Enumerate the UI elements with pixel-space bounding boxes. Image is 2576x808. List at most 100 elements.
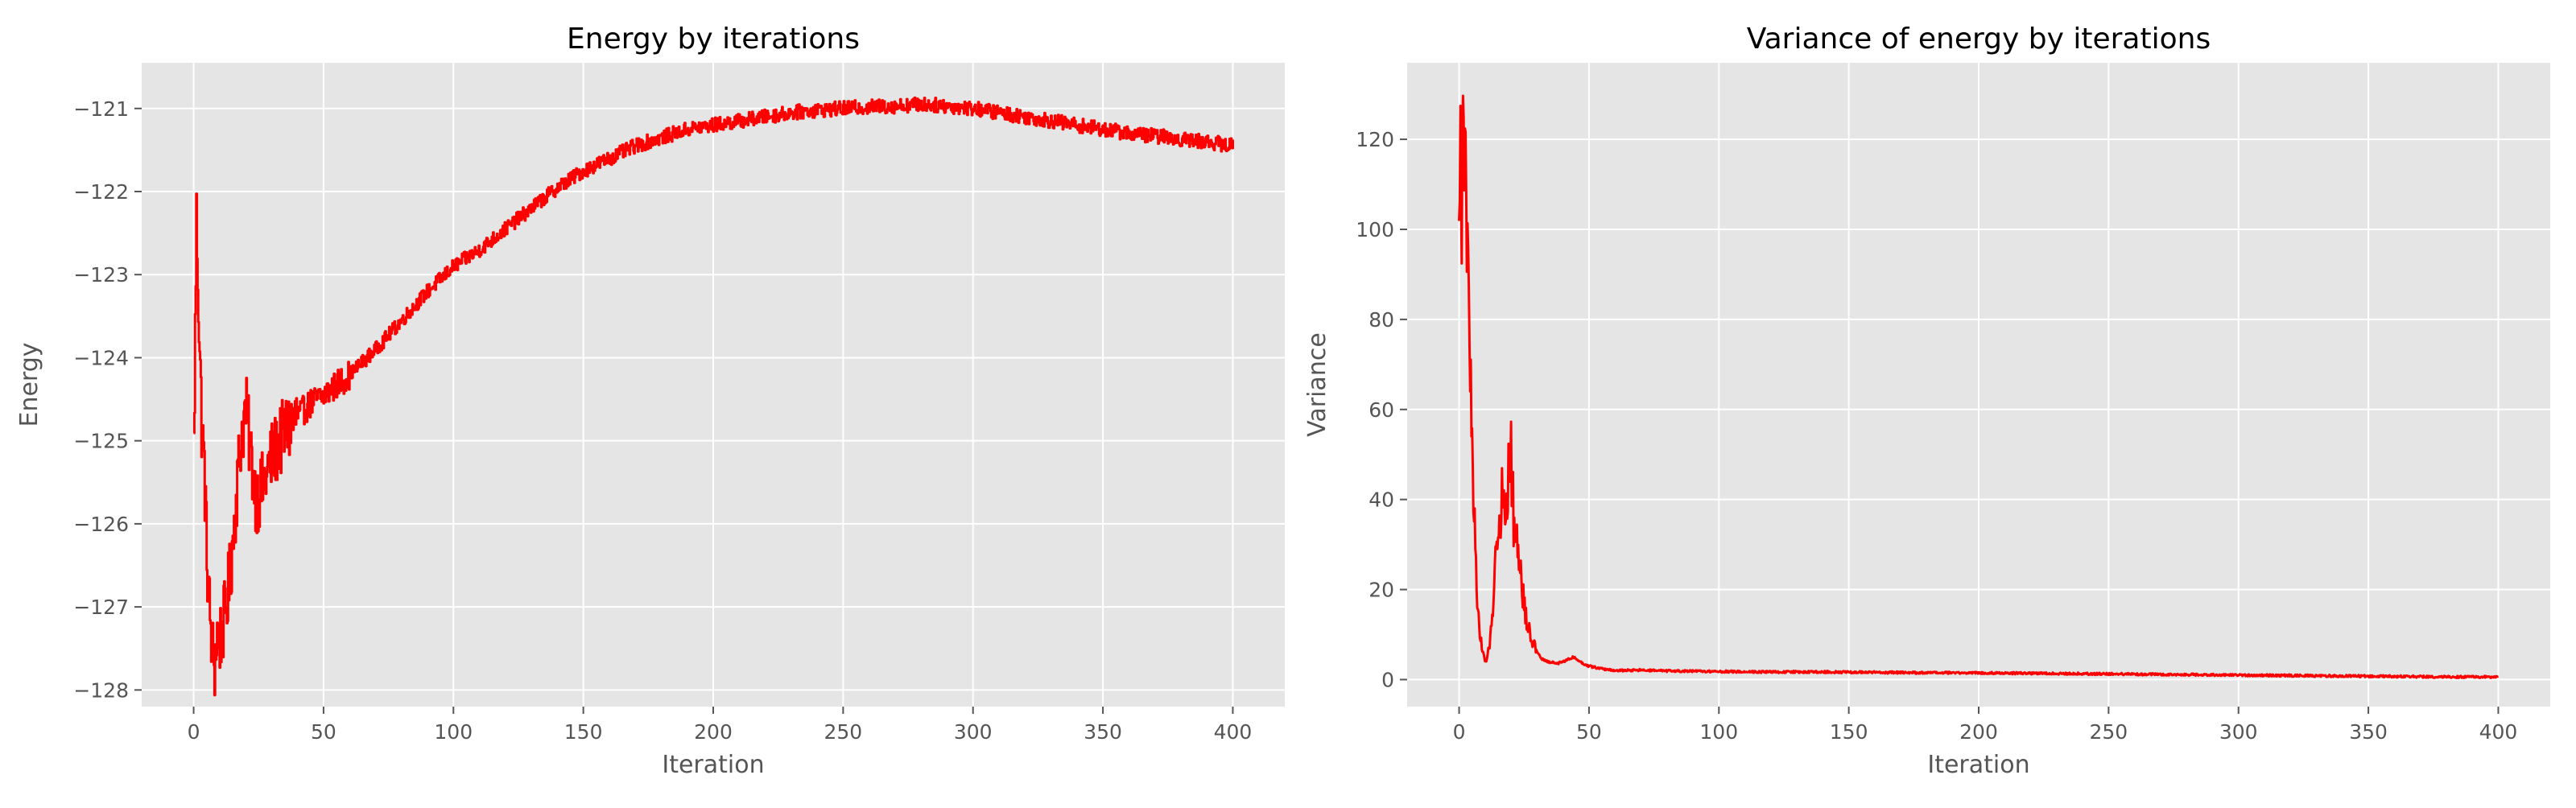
energy-data-point [374, 348, 378, 351]
variance-data-point [2497, 675, 2500, 678]
energy-x-tick-label: 350 [1084, 720, 1122, 744]
energy-data-point [478, 248, 481, 251]
variance-x-tick-label: 50 [1576, 720, 1602, 744]
energy-x-tick-label: 150 [564, 720, 603, 744]
energy-y-tick-label: −123 [73, 263, 129, 287]
variance-data-point [1459, 101, 1462, 105]
energy-data-point [946, 105, 949, 108]
variance-data-point [1505, 502, 1508, 505]
energy-data-point [244, 406, 247, 409]
energy-series-line [192, 96, 1234, 697]
variance-data-point [1522, 601, 1525, 604]
energy-data-point [737, 119, 741, 122]
energy-data-point [608, 157, 611, 160]
variance-data-point [1926, 671, 1929, 674]
energy-data-point [764, 115, 767, 118]
variance-data-point [1562, 660, 1565, 663]
energy-y-tick-label: −126 [73, 513, 129, 536]
variance-x-tick-label: 150 [1830, 720, 1868, 744]
energy-data-point [841, 107, 844, 110]
variance-data-point [1821, 670, 1824, 674]
energy-data-point [205, 555, 208, 559]
energy-data-point [218, 638, 221, 641]
variance-data-point [1541, 658, 1544, 661]
variance-y-tick-label: 0 [1381, 668, 1394, 691]
energy-data-point [790, 111, 793, 114]
energy-data-point [1023, 115, 1026, 118]
variance-data-point [2445, 675, 2448, 678]
variance-data-point [1717, 670, 1720, 673]
energy-chart-title: Energy by iterations [567, 23, 860, 56]
energy-y-tick-label: −121 [73, 97, 129, 121]
energy-y-tick-label: −127 [73, 596, 129, 619]
energy-data-point [582, 169, 585, 172]
energy-data-point [1101, 128, 1104, 131]
variance-x-tick-label: 0 [1453, 720, 1466, 744]
variance-y-tick-label: 20 [1368, 579, 1394, 602]
energy-x-tick-label: 100 [434, 720, 473, 744]
energy-data-point [254, 497, 258, 501]
variance-x-tick-label: 200 [1959, 720, 1998, 744]
variance-y-tick-label: 120 [1356, 128, 1394, 151]
energy-data-point [1205, 140, 1208, 143]
variance-series-line [1458, 94, 2500, 679]
variance-data-point [2133, 673, 2136, 676]
variance-data-point [1473, 530, 1476, 533]
energy-data-point [197, 323, 200, 326]
energy-data-point [203, 464, 206, 468]
variance-y-tick-label: 100 [1356, 218, 1394, 241]
variance-data-point [1515, 530, 1518, 533]
energy-data-point [265, 472, 268, 476]
energy-data-point [400, 319, 403, 322]
variance-data-point [1577, 659, 1580, 662]
energy-data-point [1232, 144, 1235, 147]
variance-data-point [1600, 667, 1604, 670]
variance-data-point [1769, 670, 1773, 674]
variance-data-point [1572, 656, 1575, 659]
variance-data-point [1535, 651, 1538, 654]
energy-data-point [223, 614, 226, 617]
energy-x-tick-label: 200 [694, 720, 733, 744]
energy-data-point [1179, 138, 1183, 141]
energy-data-point [634, 144, 637, 147]
variance-data-point [2237, 674, 2240, 677]
energy-panel: 0 50 100 150 200 250 300 350 400 −128 −127 −126 −125… [15, 23, 1285, 779]
variance-data-point [1461, 89, 1464, 92]
energy-data-point [348, 373, 351, 376]
variance-data-point [1458, 241, 1461, 245]
energy-data-point [868, 105, 871, 109]
variance-data-point [1546, 660, 1549, 663]
variance-x-tick-label: 350 [2349, 720, 2388, 744]
variance-data-point [1484, 660, 1487, 663]
variance-data-point [1530, 637, 1534, 641]
variance-y-axis-label: Variance [1303, 332, 1331, 437]
energy-data-point [208, 605, 211, 608]
variance-data-point [1583, 662, 1586, 666]
energy-data-point [210, 647, 213, 650]
variance-data-point [2341, 674, 2344, 678]
energy-y-tick-label: −122 [73, 180, 129, 204]
energy-y-tick-label: −124 [73, 346, 129, 369]
energy-data-point [555, 186, 559, 189]
variance-data-point [1471, 431, 1474, 434]
energy-data-point [233, 505, 237, 509]
variance-data-point [1587, 665, 1591, 668]
energy-data-point [260, 489, 263, 493]
energy-data-point [213, 663, 216, 666]
variance-data-point [1464, 142, 1468, 146]
energy-data-point [1127, 132, 1130, 135]
variance-data-point [2185, 673, 2188, 676]
variance-data-point [1463, 183, 1466, 186]
variance-data-point [1501, 489, 1505, 493]
energy-x-tick-label: 0 [188, 720, 200, 744]
energy-data-point [712, 123, 715, 126]
energy-data-point [972, 107, 975, 110]
energy-data-point [296, 414, 299, 418]
energy-x-axis-label: Iteration [662, 751, 764, 779]
variance-data-point [1525, 620, 1529, 623]
energy-data-point [239, 439, 242, 443]
variance-data-point [1507, 471, 1510, 474]
energy-data-point [216, 630, 219, 633]
energy-y-tick-label: −125 [73, 430, 129, 453]
